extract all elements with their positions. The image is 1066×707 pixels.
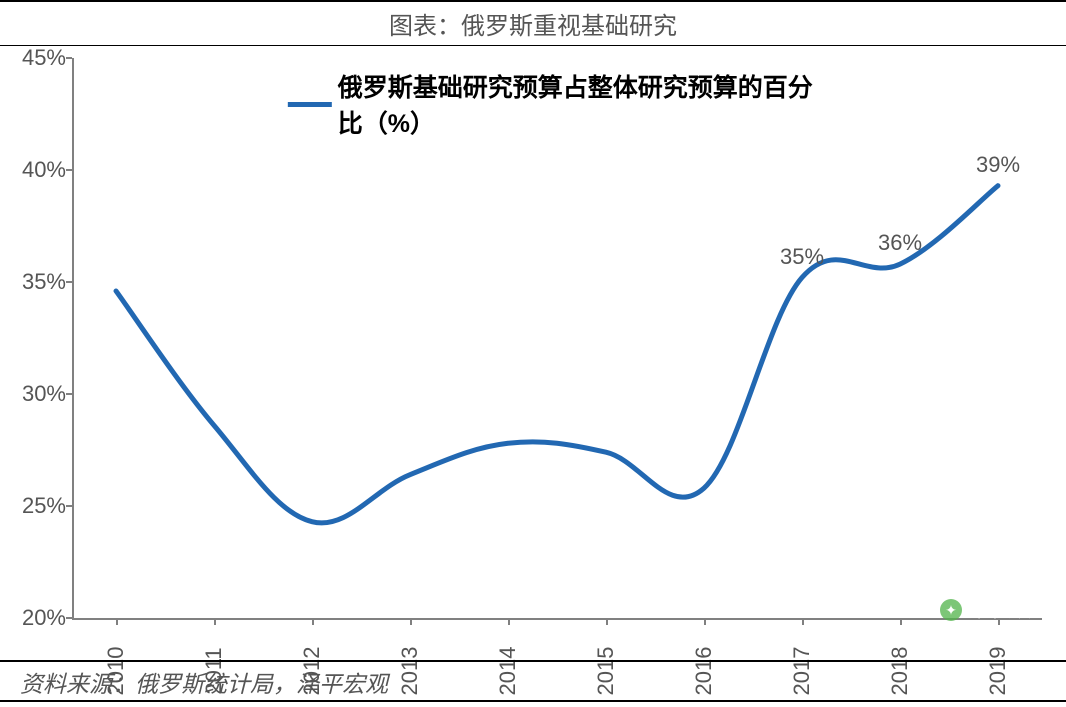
x-tick-label: 2015 bbox=[593, 647, 619, 696]
x-tick-mark bbox=[214, 618, 216, 625]
x-tick-label: 2019 bbox=[985, 647, 1011, 696]
x-axis bbox=[72, 618, 1042, 620]
data-point-label: 39% bbox=[976, 152, 1020, 178]
data-point-label: 36% bbox=[878, 230, 922, 256]
y-tick-label: 40% bbox=[0, 157, 66, 183]
x-tick-mark bbox=[802, 618, 804, 625]
data-point-label: 35% bbox=[780, 244, 824, 270]
y-tick-label: 35% bbox=[0, 269, 66, 295]
source-text: 资料来源：俄罗斯统计局，泽平宏观 bbox=[20, 665, 388, 699]
x-tick-mark bbox=[704, 618, 706, 625]
x-tick-mark bbox=[900, 618, 902, 625]
x-tick-label: 2014 bbox=[495, 647, 521, 696]
wechat-icon: ✦ bbox=[940, 599, 962, 621]
y-tick-label: 30% bbox=[0, 381, 66, 407]
x-tick-mark bbox=[508, 618, 510, 625]
divider bbox=[0, 700, 1066, 702]
legend-label: 俄罗斯基础研究预算占整体研究预算的百分比（%） bbox=[338, 68, 821, 140]
x-tick-mark bbox=[312, 618, 314, 625]
x-tick-label: 2013 bbox=[397, 647, 423, 696]
line-series bbox=[72, 58, 1042, 618]
x-tick-mark bbox=[116, 618, 118, 625]
x-tick-label: 2017 bbox=[789, 647, 815, 696]
chart-area: 20%25%30%35%40%45% 201020112012201320142… bbox=[0, 46, 1066, 666]
x-tick-mark bbox=[606, 618, 608, 625]
x-tick-mark bbox=[410, 618, 412, 625]
watermark-text: 泽平宏观 bbox=[968, 597, 1040, 623]
y-tick-label: 20% bbox=[0, 605, 66, 631]
y-tick-label: 45% bbox=[0, 45, 66, 71]
chart-title: 图表：俄罗斯重视基础研究 bbox=[0, 0, 1066, 46]
watermark: ✦ 泽平宏观 bbox=[932, 594, 1048, 626]
divider bbox=[0, 660, 1066, 662]
legend: 俄罗斯基础研究预算占整体研究预算的百分比（%） bbox=[288, 68, 821, 140]
y-tick-label: 25% bbox=[0, 493, 66, 519]
legend-swatch bbox=[288, 102, 332, 107]
plot-region bbox=[72, 58, 1042, 618]
x-tick-label: 2018 bbox=[887, 647, 913, 696]
x-tick-label: 2016 bbox=[691, 647, 717, 696]
